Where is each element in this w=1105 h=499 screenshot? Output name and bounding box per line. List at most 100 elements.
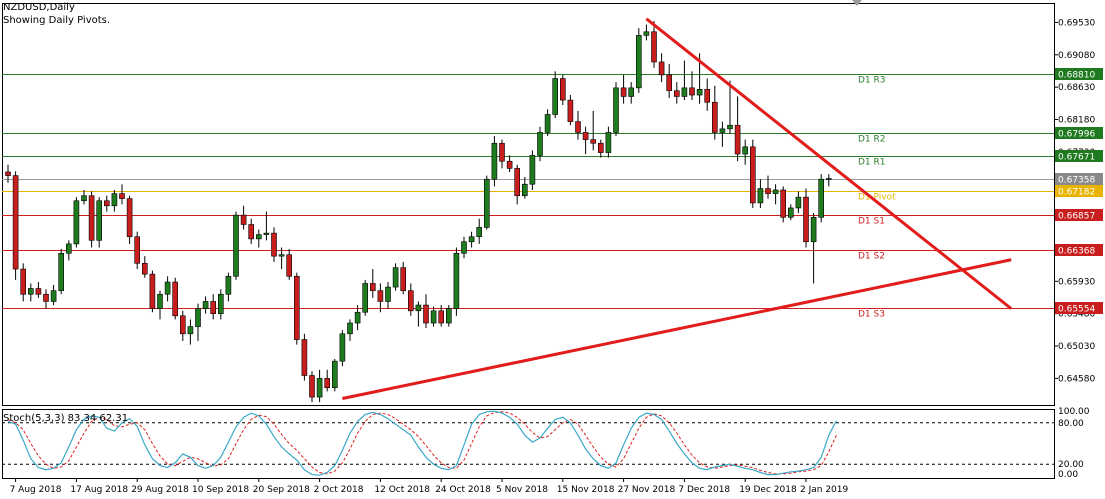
bull-candle — [552, 78, 559, 115]
bull-candle — [263, 232, 270, 235]
price-axis-label: 0.68630 — [1058, 83, 1095, 93]
bear-candle — [210, 301, 216, 314]
price-tag-label-current: 0.67358 — [1058, 176, 1095, 186]
pivot-label-d1-r2: D1 R2 — [858, 135, 886, 145]
bull-candle — [385, 286, 391, 302]
bear-candle — [780, 189, 787, 218]
stoch-panel-frame — [2, 409, 1055, 479]
chart-shift-icon[interactable] — [852, 0, 862, 6]
bear-candle — [423, 304, 429, 324]
bull-candle — [544, 114, 551, 133]
bull-candle — [445, 308, 452, 324]
time-axis-label: 7 Dec 2018 — [678, 485, 730, 495]
price-axis-label: 0.69530 — [1058, 18, 1095, 28]
bull-candle — [415, 304, 422, 312]
price-axis-label: 0.68180 — [1058, 116, 1095, 126]
bull-candle — [521, 183, 528, 197]
time-axis-label: 20 Sep 2018 — [253, 485, 310, 495]
bear-candle — [12, 175, 19, 270]
stoch-title: Stoch(5,3,3) 83.34 62.31 — [3, 413, 129, 424]
bull-candle — [430, 310, 437, 324]
bull-candle — [96, 200, 102, 241]
bull-candle — [255, 234, 262, 240]
bear-candle — [651, 31, 657, 63]
bull-candle — [696, 88, 703, 96]
time-axis-label: 24 Oct 2018 — [435, 485, 491, 495]
price-axis-label: 0.64580 — [1058, 374, 1095, 384]
bull-candle — [316, 378, 323, 398]
bull-candle — [825, 178, 832, 180]
bull-candle — [628, 87, 635, 97]
bear-candle — [286, 254, 293, 277]
bear-candle — [309, 375, 315, 398]
bear-candle — [180, 315, 186, 335]
bull-candle — [719, 128, 726, 133]
bull-candle — [453, 252, 460, 309]
bear-candle — [658, 61, 665, 76]
bear-candle — [172, 281, 178, 317]
bull-candle — [529, 155, 536, 185]
bull-candle — [818, 178, 825, 218]
stoch-axis-label: 100.00 — [1058, 407, 1090, 417]
price-tag-label-d1-s2: 0.66368 — [1058, 247, 1095, 257]
price-tag-d1-r3 — [1055, 68, 1103, 80]
price-tag-label-d1-r1: 0.67671 — [1058, 153, 1095, 163]
price-tag-current — [1055, 173, 1103, 185]
bull-candle — [491, 142, 498, 180]
time-axis-label: 12 Oct 2018 — [374, 485, 430, 495]
price-axis-label: 0.69080 — [1058, 51, 1095, 61]
bear-candle — [149, 273, 156, 309]
bull-candle — [339, 333, 346, 362]
time-axis-label: 19 Dec 2018 — [739, 485, 797, 495]
price-tag-d1-s1 — [1055, 209, 1103, 221]
price-tag-d1-r2 — [1055, 127, 1103, 139]
price-axis-label: 0.65480 — [1058, 310, 1095, 320]
bull-candle — [66, 243, 72, 254]
bull-candle — [772, 189, 779, 194]
price-tag-label-d1-s3: 0.65554 — [1058, 305, 1095, 315]
bull-candle — [111, 193, 118, 207]
bull-candle — [613, 87, 619, 133]
bull-candle — [347, 322, 353, 335]
bear-candle — [575, 121, 581, 133]
bull-candle — [164, 281, 171, 295]
bear-candle — [514, 168, 521, 197]
price-tag-d1-s3 — [1055, 302, 1103, 314]
time-axis-label: 5 Nov 2018 — [496, 485, 548, 495]
bear-candle — [499, 142, 505, 162]
bull-candle — [233, 214, 239, 277]
bull-candle — [27, 288, 34, 295]
bear-candle — [765, 188, 771, 194]
bull-candle — [58, 252, 65, 291]
bull-candle — [742, 146, 749, 155]
bear-candle — [407, 290, 414, 312]
bear-candle — [438, 310, 445, 324]
bear-candle — [88, 195, 95, 241]
price-tag-label-d1-r2: 0.67996 — [1058, 130, 1095, 140]
stoch-axis-label: 20.00 — [1058, 460, 1084, 470]
bear-candle — [35, 288, 42, 295]
pivot-label-d1-s1: D1 S1 — [858, 217, 885, 227]
bull-candle — [362, 283, 369, 313]
bear-candle — [293, 275, 300, 340]
bull-candle — [157, 293, 163, 309]
time-axis-label: 27 Nov 2018 — [618, 485, 676, 495]
bear-candle — [803, 196, 809, 243]
bull-candle — [461, 241, 467, 254]
symbol-title: NZDUSD,Daily — [3, 2, 75, 13]
bull-candle — [278, 254, 285, 257]
bull-candle — [643, 31, 650, 36]
price-tag-d1-pivot — [1055, 185, 1103, 197]
bull-candle — [50, 290, 57, 302]
bear-candle — [590, 139, 597, 144]
time-axis-label: 15 Nov 2018 — [557, 485, 615, 495]
bull-candle — [681, 87, 688, 97]
price-tag-label-d1-r3: 0.68810 — [1058, 71, 1095, 81]
bear-candle — [301, 339, 308, 376]
trendline-ascending-support — [342, 258, 1012, 400]
bear-candle — [597, 142, 604, 153]
bull-candle — [218, 293, 224, 314]
stoch-axis-label: 0.00 — [1058, 470, 1078, 480]
main-panel-frame — [2, 3, 1055, 406]
